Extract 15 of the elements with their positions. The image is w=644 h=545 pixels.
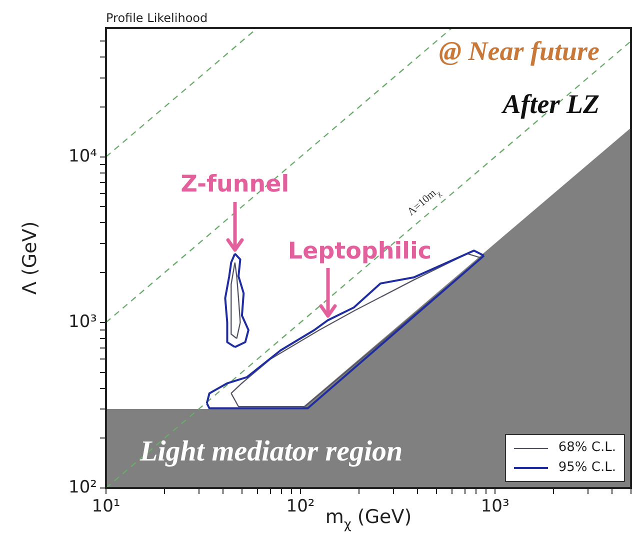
band-label: Light mediator region <box>139 436 403 468</box>
x-tick-label: 10³ <box>480 496 510 517</box>
y-tick-label: 10⁴ <box>68 146 98 166</box>
x-tick-label: 10¹ <box>92 496 120 517</box>
annotation: Leptophilic <box>288 238 432 264</box>
annotation: @ Near future <box>439 36 600 66</box>
y-axis-title: Λ (GeV) <box>19 221 41 295</box>
chart-title: Profile Likelihood <box>106 11 208 25</box>
y-tick-label: 10² <box>68 477 97 498</box>
x-tick-label: 10² <box>286 496 315 517</box>
annotation: After LZ <box>500 89 600 120</box>
y-tick-label: 10³ <box>68 312 97 332</box>
legend-label: 68% C.L. <box>558 439 616 457</box>
annotation: Z-funnel <box>180 172 290 198</box>
legend-label: 95% C.L. <box>558 459 616 477</box>
